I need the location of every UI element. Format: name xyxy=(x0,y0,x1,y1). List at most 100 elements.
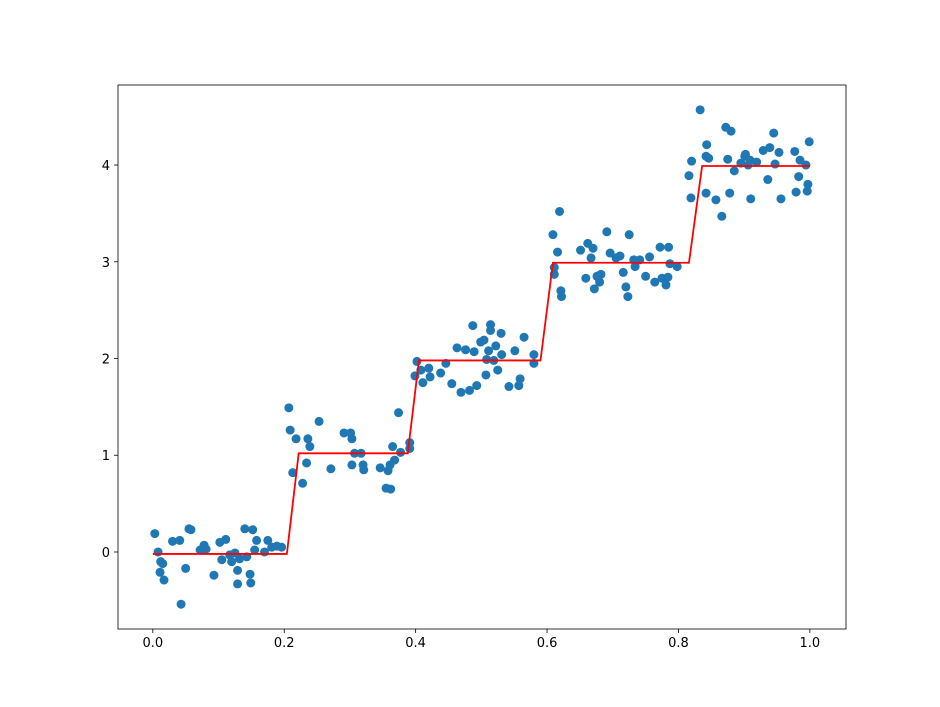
scatter-point xyxy=(529,350,539,360)
scatter-point xyxy=(723,154,733,164)
scatter-point xyxy=(504,382,514,392)
scatter-point xyxy=(701,188,711,198)
scatter-point xyxy=(412,356,422,366)
scatter-point xyxy=(456,387,466,397)
scatter-point xyxy=(472,381,482,391)
scatter-point xyxy=(277,542,287,552)
scatter-point xyxy=(555,206,565,216)
scatter-point xyxy=(284,403,294,413)
scatter-point xyxy=(497,350,507,360)
scatter-point xyxy=(425,372,435,382)
scatter-point xyxy=(186,525,196,535)
scatter-point xyxy=(359,465,369,475)
scatter-point xyxy=(168,536,178,546)
scatter-point xyxy=(155,567,165,577)
scatter-point xyxy=(672,262,682,272)
scatter-point xyxy=(418,378,428,388)
scatter-point xyxy=(729,166,739,176)
scatter-point xyxy=(595,277,605,287)
y-tick-label: 2 xyxy=(102,352,110,367)
scatter-point xyxy=(305,442,315,452)
scatter-point xyxy=(347,434,357,444)
scatter-point xyxy=(486,320,496,330)
scatter-point xyxy=(181,563,191,573)
scatter-point xyxy=(621,282,631,292)
scatter-point xyxy=(804,137,814,147)
scatter-point xyxy=(375,463,385,473)
scatter-point xyxy=(589,284,599,294)
scatter-point xyxy=(176,599,186,609)
scatter-point xyxy=(314,416,324,426)
scatter-point xyxy=(484,346,494,356)
scatter-point xyxy=(436,368,446,378)
x-tick-label: 1.0 xyxy=(800,636,821,651)
scatter-point xyxy=(769,128,779,138)
scatter-point xyxy=(726,126,736,136)
scatter-point xyxy=(548,230,558,240)
scatter-point xyxy=(482,354,492,364)
scatter-point xyxy=(248,525,258,535)
scatter-point xyxy=(396,447,406,457)
scatter-point xyxy=(209,570,219,580)
scatter-point xyxy=(479,335,489,345)
scatter-point xyxy=(791,187,801,197)
scatter-point xyxy=(221,534,231,544)
scatter-point xyxy=(802,186,812,196)
scatter-point xyxy=(339,428,349,438)
scatter-point xyxy=(481,370,491,380)
scatter-point xyxy=(386,484,396,494)
scatter-point xyxy=(618,267,628,277)
scatter-point xyxy=(158,559,168,569)
scatter-point xyxy=(326,464,336,474)
scatter-point xyxy=(790,146,800,156)
y-tick-label: 0 xyxy=(102,546,110,561)
scatter-point xyxy=(519,332,529,342)
scatter-point xyxy=(175,535,185,545)
scatter-point xyxy=(702,140,712,150)
scatter-point xyxy=(774,147,784,157)
scatter-point xyxy=(794,172,804,182)
scatter-point xyxy=(717,211,727,221)
scatter-point xyxy=(763,175,773,185)
scatter-point xyxy=(765,143,775,153)
scatter-point xyxy=(452,343,462,353)
scatter-point xyxy=(661,280,671,290)
scatter-point xyxy=(227,557,237,567)
scatter-point xyxy=(252,535,262,545)
scatter-point xyxy=(515,374,525,384)
scatter-point xyxy=(704,153,714,163)
x-tick-label: 0.2 xyxy=(274,636,295,651)
scatter-point xyxy=(686,193,696,203)
scatter-point xyxy=(630,262,640,272)
scatter-point xyxy=(288,468,298,478)
y-tick-label: 4 xyxy=(102,159,110,174)
scatter-point xyxy=(725,188,735,198)
scatter-point xyxy=(510,346,520,356)
scatter-point xyxy=(468,321,478,331)
scatter-point xyxy=(664,242,674,252)
scatter-point xyxy=(303,434,313,444)
step-line xyxy=(152,165,810,555)
scatter-point xyxy=(233,565,243,575)
scatter-point xyxy=(217,555,227,565)
scatter-point xyxy=(586,253,596,263)
scatter-point xyxy=(684,171,694,181)
scatter-point xyxy=(246,578,256,588)
scatter-point xyxy=(496,328,506,338)
scatter-point xyxy=(752,157,762,167)
scatter-point xyxy=(405,443,415,453)
scatter-point xyxy=(770,159,780,169)
scatter-point xyxy=(447,379,457,389)
scatter-point xyxy=(291,434,301,444)
y-tick-label: 1 xyxy=(102,449,110,464)
scatter-point xyxy=(645,252,655,262)
scatter-point xyxy=(491,341,501,351)
scatter-point xyxy=(581,273,591,283)
scatter-point xyxy=(347,460,357,470)
scatter-point xyxy=(245,569,255,579)
scatter-point xyxy=(150,529,160,539)
x-tick-label: 0.0 xyxy=(142,636,163,651)
plot-frame xyxy=(117,84,847,630)
scatter-point xyxy=(465,385,475,395)
